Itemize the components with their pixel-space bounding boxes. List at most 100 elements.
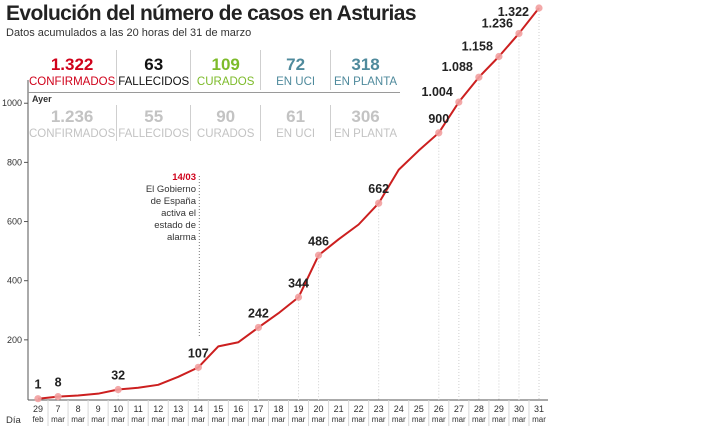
stat-value: 61 <box>286 107 306 126</box>
annotation-text: El Gobierno de España activa el estado d… <box>145 184 196 243</box>
stat-recovered: 109 CURADOS <box>190 50 260 90</box>
annotation-date: 14/03 <box>172 172 196 183</box>
data-point <box>54 393 62 401</box>
data-label: 1.158 <box>462 40 493 54</box>
data-point <box>114 385 122 394</box>
x-tick-label: 25 <box>414 404 424 414</box>
y-tick-label: 200 <box>7 335 22 345</box>
stat-recovered-yesterday: 90 CURADOS <box>190 105 260 141</box>
x-tick-label: 20 <box>314 404 324 414</box>
data-label: 486 <box>308 234 329 248</box>
data-label: 900 <box>428 112 449 126</box>
x-tick-label: 29 <box>33 404 43 414</box>
yesterday-stats: 1.236 CONFIRMADOS 55 FALLECIDOS 90 CURAD… <box>28 105 400 141</box>
data-point <box>435 129 443 137</box>
x-tick-label: 14 <box>193 404 203 414</box>
x-tick-label: 9 <box>96 404 101 414</box>
x-month-label: mar <box>452 415 466 424</box>
x-month-label: mar <box>252 415 266 424</box>
stat-label: EN UCI <box>276 128 316 140</box>
x-month-label: mar <box>492 415 506 424</box>
stat-value: 306 <box>351 107 380 126</box>
x-month-label: mar <box>111 415 125 424</box>
data-label: 242 <box>248 306 269 320</box>
x-month-label: mar <box>131 415 145 424</box>
stat-icu-yesterday: 61 EN UCI <box>260 105 330 141</box>
stat-label: EN PLANTA <box>334 128 398 140</box>
stat-label: FALLECIDOS <box>118 128 190 140</box>
x-month-label: mar <box>171 415 185 424</box>
y-tick-label: 800 <box>7 157 22 167</box>
summary-divider <box>28 92 400 93</box>
today-stats: 1.322 CONFIRMADOS 63 FALLECIDOS 109 CURA… <box>28 50 400 90</box>
data-point <box>535 4 543 12</box>
data-point <box>294 293 303 301</box>
data-point <box>455 98 463 106</box>
x-tick-label: 12 <box>153 404 163 414</box>
chart-title: Evolución del número de casos en Asturia… <box>6 2 417 25</box>
stat-label: EN UCI <box>276 76 316 88</box>
stat-label: CURADOS <box>196 128 255 140</box>
stat-value: 1.322 <box>50 55 94 74</box>
data-label: 8 <box>55 376 62 390</box>
x-month-label: mar <box>352 415 366 424</box>
x-month-label: mar <box>211 415 225 424</box>
x-month-label: mar <box>151 415 165 424</box>
data-label: 1 <box>35 378 42 392</box>
summary-panel: 1.322 CONFIRMADOS 63 FALLECIDOS 109 CURA… <box>28 50 400 141</box>
x-tick-label: 30 <box>514 404 524 414</box>
stat-deaths-yesterday: 55 FALLECIDOS <box>116 105 190 141</box>
x-month-label: mar <box>392 415 406 424</box>
x-axis-footer: Día <box>6 415 21 426</box>
data-point <box>515 29 523 38</box>
stat-ward: 318 EN PLANTA <box>330 50 400 90</box>
chart-subtitle: Datos acumulados a las 20 horas del 31 d… <box>6 27 252 39</box>
x-tick-label: 11 <box>134 404 143 414</box>
x-month-label: feb <box>32 415 44 424</box>
x-tick-label: 7 <box>56 404 61 414</box>
x-tick-label: 22 <box>354 404 364 414</box>
x-tick-label: 21 <box>334 404 344 414</box>
x-tick-label: 13 <box>173 404 183 414</box>
data-point <box>194 363 202 371</box>
x-month-label: mar <box>372 415 386 424</box>
stat-value: 109 <box>211 55 240 74</box>
x-tick-label: 29 <box>494 404 504 414</box>
x-tick-label: 16 <box>233 404 243 414</box>
x-tick-label: 17 <box>253 404 263 414</box>
data-label: 32 <box>111 369 125 383</box>
stat-value: 318 <box>351 55 380 74</box>
x-month-label: mar <box>512 415 526 424</box>
stat-value: 90 <box>216 107 236 126</box>
x-month-label: mar <box>532 415 546 424</box>
stat-value: 72 <box>286 55 306 74</box>
data-label: 662 <box>368 182 389 196</box>
data-label: 1.236 <box>482 16 513 30</box>
x-month-label: mar <box>232 415 246 424</box>
x-month-label: mar <box>332 415 346 424</box>
stat-ward-yesterday: 306 EN PLANTA <box>330 105 400 141</box>
x-month-label: mar <box>312 415 326 424</box>
x-tick-label: 8 <box>76 404 81 414</box>
x-tick-label: 31 <box>534 404 544 414</box>
data-point <box>314 251 323 259</box>
x-tick-label: 15 <box>213 404 223 414</box>
x-month-label: mar <box>432 415 446 424</box>
stat-confirmed-yesterday: 1.236 CONFIRMADOS <box>28 105 116 141</box>
data-label: 1.088 <box>442 60 473 74</box>
x-month-label: mar <box>191 415 205 424</box>
x-month-label: mar <box>292 415 306 424</box>
stat-deaths: 63 FALLECIDOS <box>116 50 190 90</box>
stat-label: FALLECIDOS <box>118 76 190 88</box>
x-tick-label: 27 <box>454 404 464 414</box>
stat-label: CURADOS <box>196 76 255 88</box>
data-point <box>495 52 503 61</box>
stat-label: CONFIRMADOS <box>29 76 116 88</box>
x-month-label: mar <box>91 415 105 424</box>
x-tick-label: 24 <box>394 404 404 414</box>
stat-label: EN PLANTA <box>334 76 398 88</box>
y-tick-label: 400 <box>7 276 22 286</box>
x-tick-label: 10 <box>113 404 123 414</box>
data-label: 1.004 <box>422 85 453 99</box>
